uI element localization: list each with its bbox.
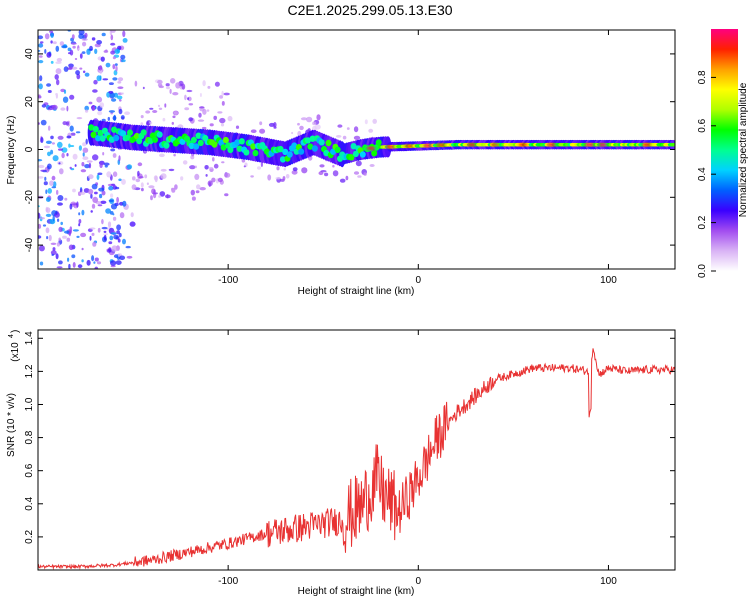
spectrogram-x-axis-label: Height of straight line (km) (298, 286, 415, 297)
x-tick-label: 100 (600, 576, 617, 587)
colorbar-tick-label: 0.6 (697, 118, 708, 132)
colorbar-tick-label: 0.8 (697, 70, 708, 84)
x-tick-label: 0 (416, 576, 422, 587)
y-tick-label: 0.8 (24, 430, 35, 444)
snr-x-axis-label: Height of straight line (km) (298, 586, 415, 597)
snr-marks (38, 348, 675, 570)
x-tick-label: -100 (218, 576, 238, 587)
snr-y-multiplier-close: ) (10, 330, 21, 333)
spectrogram-y-ticks: -40 -20 0 20 40 (24, 48, 675, 252)
snr-x-ticks: -100 0 100 (218, 330, 617, 587)
y-tick-label: 0.4 (24, 496, 35, 510)
spectrogram-panel: -100 0 100 -40 -20 0 20 40 Height of straight … (6, 29, 676, 297)
snr-y-axis-label: SNR (10 * v/v) (6, 393, 17, 457)
y-tick-label: 1.2 (24, 364, 35, 378)
y-tick-label: -20 (24, 190, 35, 205)
snr-frame (37, 329, 676, 571)
snr-y-multiplier: (x10 4 ) (8, 330, 21, 362)
y-tick-label: 40 (24, 48, 35, 60)
y-tick-label: 1.0 (24, 397, 35, 411)
colorbar-gradient (711, 29, 738, 271)
heatmap-ridge (87, 119, 675, 168)
y-tick-label: 20 (24, 96, 35, 108)
spectrogram-x-ticks: -100 0 100 (218, 30, 617, 286)
colorbar-tick-label: 0.4 (697, 167, 708, 181)
snr-panel: -100 0 100 0.2 0.4 0.6 0.8 1.0 1.2 1.4 Height of… (6, 329, 676, 597)
snr-y-ticks: 0.2 0.4 0.6 0.8 1.0 1.2 1.4 (24, 331, 675, 544)
colorbar-tick-label: 0.2 (697, 215, 708, 229)
colorbar-ticks: 0.0 0.2 0.4 0.6 0.8 (697, 70, 716, 278)
x-tick-label: -100 (218, 275, 238, 286)
y-tick-label: 0.6 (24, 463, 35, 477)
colorbar-tick-label: 0.0 (697, 264, 708, 278)
y-tick-label: 0.2 (24, 530, 35, 544)
colorbar: 0.0 0.2 0.4 0.6 0.8 Normalized spectral ampl… (697, 29, 749, 278)
y-tick-label: -40 (24, 237, 35, 252)
figure-title: C2E1.2025.299.05.13.E30 (287, 2, 452, 18)
y-tick-label: 1.4 (24, 331, 35, 345)
snr-y-multiplier-exponent: 4 (8, 334, 15, 338)
spectrogram-y-axis-label: Frequency (Hz) (6, 116, 17, 185)
spectrogram-marks (38, 30, 675, 269)
snr-series-line (38, 348, 675, 570)
x-tick-label: 0 (416, 275, 422, 286)
snr-y-multiplier-base: (x10 (10, 342, 21, 362)
y-tick-label: 0 (24, 146, 35, 152)
x-tick-label: 100 (600, 275, 617, 286)
colorbar-label: Normalized spectral amplitude (738, 82, 749, 217)
